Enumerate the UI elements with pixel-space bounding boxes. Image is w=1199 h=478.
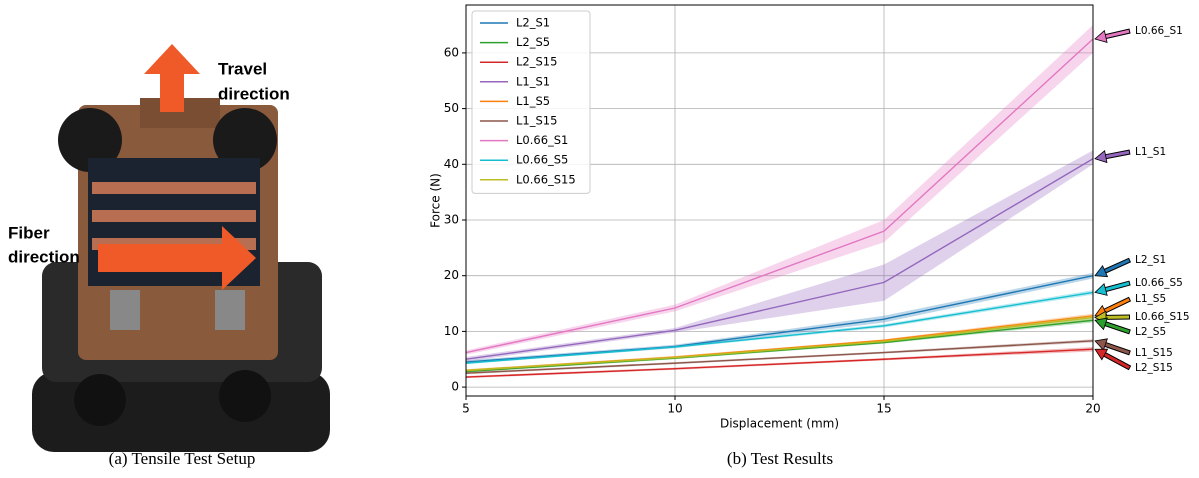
legend-label: L0.66_S15 — [516, 172, 576, 186]
stripe — [92, 210, 256, 222]
y-axis-label: Force (N) — [429, 173, 443, 228]
annotation-arrowhead — [1095, 318, 1107, 329]
x-tick-label: 15 — [876, 402, 891, 416]
annotation-label: L0.66_S15 — [1135, 311, 1190, 323]
screw — [110, 290, 140, 330]
line — [466, 316, 1093, 371]
stripe — [92, 182, 256, 194]
y-tick-label: 30 — [444, 212, 459, 226]
annotation-label: L0.66_S5 — [1135, 277, 1183, 289]
annotation-label: L2_S5 — [1135, 326, 1166, 338]
y-tick-label: 10 — [444, 324, 459, 338]
y-tick-label: 50 — [444, 101, 459, 115]
y-tick-label: 20 — [444, 268, 459, 282]
annotation-arrowhead — [1095, 284, 1107, 296]
annotation-label: L0.66_S1 — [1135, 25, 1183, 37]
caption: (a) Tensile Test Setup — [109, 449, 256, 468]
annotation-label: L2_S1 — [1135, 254, 1166, 266]
base — [32, 372, 330, 452]
fiber-label: direction — [8, 247, 80, 266]
x-tick-label: 10 — [667, 402, 682, 416]
annotation-arrow — [1105, 260, 1129, 271]
annotation-arrow — [1105, 344, 1129, 352]
annotation-arrowhead — [1095, 31, 1107, 43]
band — [466, 314, 1093, 372]
knob — [219, 370, 271, 422]
annotation-label: L1_S5 — [1135, 293, 1166, 305]
travel-label: direction — [218, 84, 290, 103]
y-tick-label: 60 — [444, 45, 459, 59]
legend-label: L2_S15 — [516, 55, 557, 69]
chart: 0 10 20 30 40 50 60 5 10 15 20 Displacement (mm) For… — [429, 5, 1190, 431]
legend-label: L0.66_S5 — [516, 153, 568, 167]
annotation-arrowhead — [1095, 339, 1107, 350]
y-tick-label: 40 — [444, 157, 459, 171]
legend-label: L0.66_S1 — [516, 133, 568, 147]
legend-label: L2_S1 — [516, 16, 550, 30]
x-tick-label: 20 — [1085, 402, 1100, 416]
travel-label: Travel — [218, 59, 267, 78]
annotation-arrow — [1105, 324, 1129, 332]
annotation-label: L2_S15 — [1135, 362, 1173, 374]
screw — [215, 290, 245, 330]
x-tick-label: 5 — [462, 402, 470, 416]
legend-label: L2_S5 — [516, 35, 550, 49]
annotation-arrow — [1105, 354, 1129, 367]
fiber-label: Fiber — [8, 223, 50, 242]
legend-label: L1_S5 — [516, 94, 550, 108]
knob — [74, 374, 126, 426]
x-axis-label: Displacement (mm) — [720, 417, 839, 431]
annotation-arrowhead — [1095, 151, 1107, 163]
annotation-label: L1_S15 — [1135, 347, 1173, 359]
legend-label: L1_S15 — [516, 114, 557, 128]
annotation-arrow — [1105, 299, 1129, 311]
y-tick-label: 0 — [451, 380, 459, 394]
annotation-label: L1_S1 — [1135, 146, 1166, 158]
photo: Travel direction Fiber direction — [8, 44, 330, 452]
caption: (b) Test Results — [727, 449, 833, 468]
legend-label: L1_S1 — [516, 74, 550, 88]
